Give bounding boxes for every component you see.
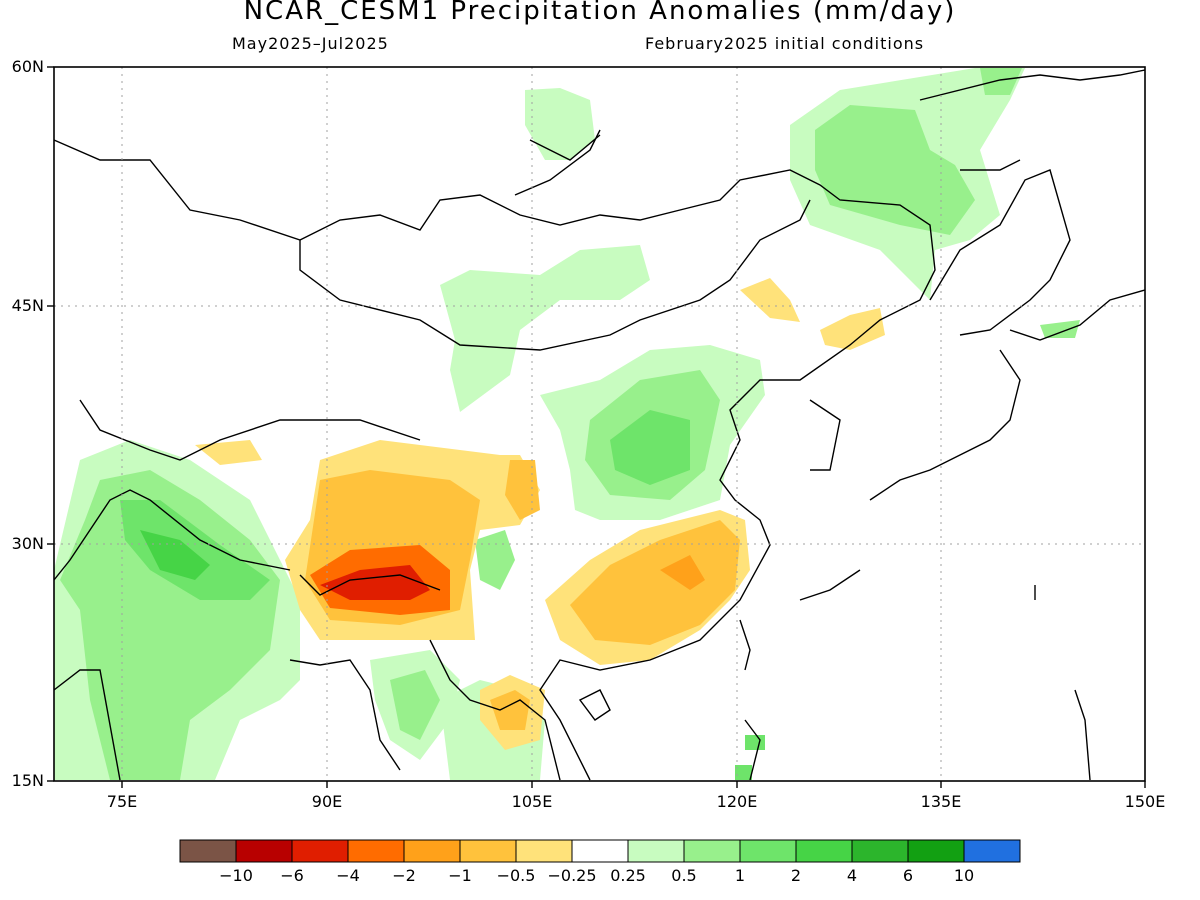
graticule [54,67,1145,781]
lon-label-120e: 120E [716,792,758,811]
lon-label-75e: 75E [106,792,138,811]
map-frame [53,66,1146,782]
colorbar-swatch [235,839,293,863]
colorbar-swatch [683,839,741,863]
colorbar-label: −6 [280,866,304,885]
initial-conditions: February2025 initial conditions [645,34,925,53]
colorbar-label: 1 [734,866,746,885]
coastlines [54,69,1145,781]
wet-region-northeast-core [815,105,975,235]
colorbar-label: 0.25 [610,866,646,885]
colorbar-swatch [851,839,909,863]
colorbar-swatch [179,839,237,863]
colorbar-swatch [459,839,517,863]
colorbar [179,839,1021,863]
wet-region-south-asia-core [60,470,280,780]
colorbar-swatch [515,839,573,863]
axis-ticks [47,66,1146,788]
colorbar-swatch [291,839,349,863]
lon-label-105e: 105E [511,792,553,811]
colorbar-swatch [571,839,629,863]
lat-label-30n: 30N [11,534,44,553]
colorbar-swatch [403,839,461,863]
lon-label-90e: 90E [311,792,343,811]
colorbar-swatch [907,839,965,863]
colorbar-label: 0.5 [671,866,697,885]
anomaly-fields [54,68,1080,780]
colorbar-label: −2 [392,866,416,885]
forecast-period: May2025–Jul2025 [232,34,389,53]
colorbar-label: 4 [846,866,858,885]
lon-label-150e: 150E [1124,792,1166,811]
colorbar-label: −1 [448,866,472,885]
map-title: NCAR_CESM1 Precipitation Anomalies (mm/d… [243,0,957,26]
lat-label-15n: 15N [11,771,44,790]
colorbar-label: −0.25 [547,866,597,885]
lat-label-45n: 45N [11,296,44,315]
colorbar-swatch [739,839,797,863]
dry-region-southeast-china-core [570,520,740,645]
colorbar-swatch [627,839,685,863]
wet-region-north-china [440,245,650,412]
colorbar-swatch [963,839,1021,863]
colorbar-label: 10 [953,866,975,885]
colorbar-swatch [347,839,405,863]
colorbar-label: −0.5 [496,866,536,885]
colorbar-swatch [795,839,853,863]
colorbar-label: −4 [336,866,360,885]
colorbar-label: 6 [902,866,914,885]
colorbar-label: −10 [219,866,253,885]
colorbar-label: 2 [790,866,802,885]
lon-label-135e: 135E [920,792,962,811]
lat-label-60n: 60N [11,57,44,76]
